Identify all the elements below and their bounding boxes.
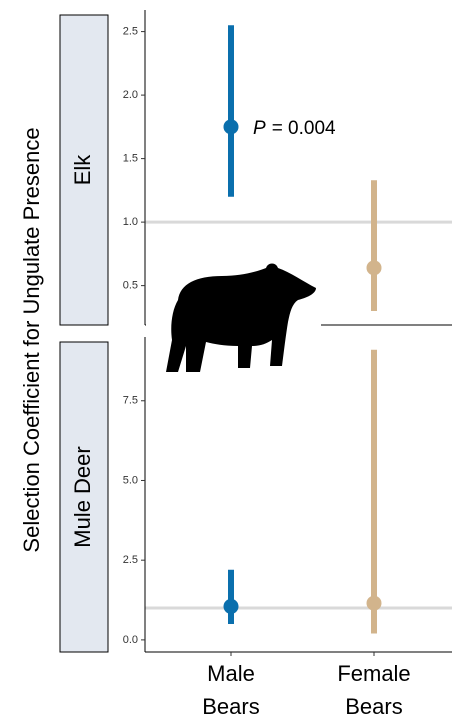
point: [223, 119, 239, 135]
y-tick-label: 7.5: [123, 395, 138, 407]
x-tick-label: Male Bears: [202, 661, 259, 719]
annotation-emphasis: P: [253, 118, 266, 139]
y-tick-label: 0.5: [123, 280, 138, 292]
point: [223, 598, 239, 614]
facet-strip: [59, 341, 109, 653]
y-tick-label: 2.5: [123, 554, 138, 566]
facet-label: Mule Deer: [70, 446, 95, 547]
x-tick-label: Female Bears: [337, 661, 410, 719]
plot-layer: Elk 0.5 1.0 1.5 2.0 2.5 P = 0.004 Mule Deer 0.0 2.…: [59, 10, 452, 719]
y-tick-label: 1.0: [123, 216, 138, 228]
y-axis-title: Selection Coefficient for Ungulate Prese…: [19, 127, 44, 552]
bear-silhouette: [146, 262, 321, 380]
point: [366, 260, 382, 276]
annotation-text: = 0.004: [272, 118, 336, 139]
y-tick-label: 5.0: [123, 474, 138, 486]
y-tick-label: 2.5: [123, 25, 138, 37]
point: [366, 595, 382, 611]
y-tick-label: 0.0: [123, 634, 138, 646]
facet-strip: [59, 14, 109, 326]
y-tick-label: 1.5: [123, 153, 138, 165]
y-tick-label: 2.0: [123, 89, 138, 101]
facet-label: Elk: [70, 154, 95, 186]
annotation: P = 0.004: [253, 118, 336, 139]
